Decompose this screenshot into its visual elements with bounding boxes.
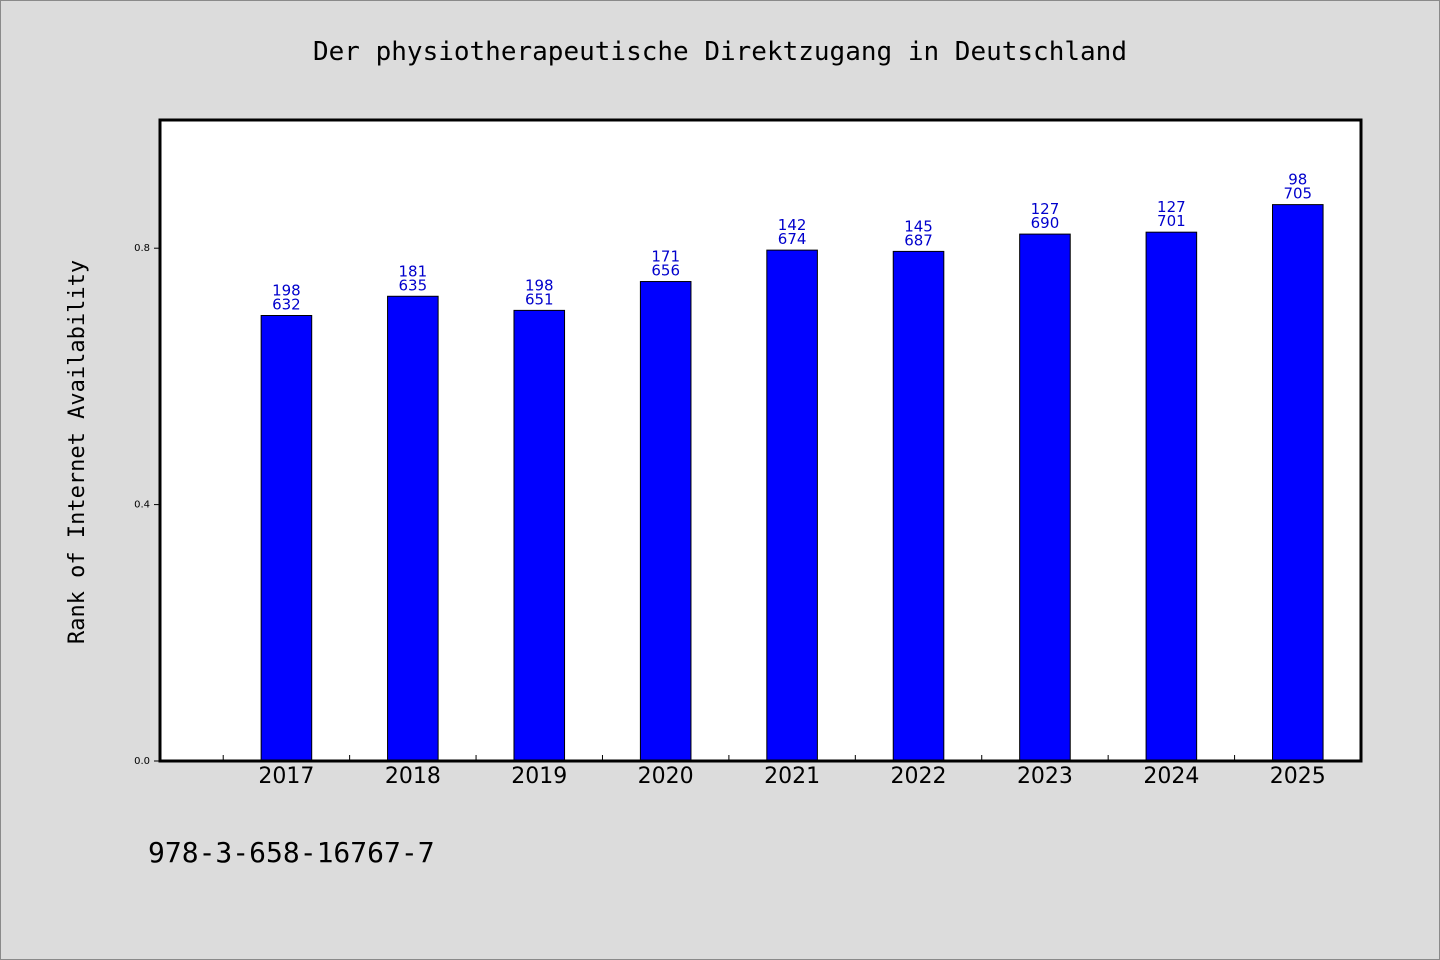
isbn-text: 978-3-658-16767-7: [148, 836, 435, 869]
data-label-top-2024: 127: [1157, 198, 1186, 216]
bar-2022: [892, 250, 945, 762]
data-label-bottom-2018: 635: [399, 276, 428, 294]
bar-2019: [513, 309, 566, 762]
x-tick-label-2021: 2021: [764, 764, 820, 789]
bar-2020: [639, 281, 692, 762]
x-tick-label-2019: 2019: [511, 764, 567, 789]
data-label-top-2019: 198: [525, 276, 554, 294]
y-axis-label: Rank of Internet Availability: [65, 260, 90, 644]
bar-2017: [260, 315, 313, 762]
data-label-top-2022: 145: [904, 217, 933, 235]
bar-2024: [1145, 231, 1198, 762]
data-label-bottom-2017: 632: [272, 296, 301, 314]
x-tick-label-2024: 2024: [1143, 764, 1199, 789]
y-tick-label-0.8: 0.8: [134, 243, 150, 254]
chart-title: Der physiotherapeutische Direktzugang in…: [313, 37, 1127, 67]
y-tick-label-0.4: 0.4: [134, 500, 150, 511]
data-label-top-2025: 98: [1288, 171, 1307, 189]
x-tick-label-2023: 2023: [1017, 764, 1073, 789]
x-tick-label-2017: 2017: [258, 764, 314, 789]
data-label-bottom-2019: 651: [525, 290, 554, 308]
bar-2023: [1019, 233, 1071, 762]
bar-2021: [766, 249, 818, 762]
data-label-top-2023: 127: [1031, 200, 1060, 218]
x-tick-label-2022: 2022: [891, 764, 947, 789]
plot-border: [158, 118, 1363, 763]
x-tick-label-2025: 2025: [1270, 764, 1326, 789]
data-label-bottom-2020: 656: [651, 262, 680, 280]
data-label-bottom-2024: 701: [1157, 212, 1186, 230]
bar-2018: [387, 295, 439, 762]
bars-layer: [260, 204, 1324, 762]
x-tick-label-2018: 2018: [385, 764, 441, 789]
axes-layer: 2017 2018 2019 2020 2021 2022 2023 2024 2025 0.0 0…: [134, 243, 1326, 789]
data-label-bottom-2022: 687: [904, 231, 933, 249]
x-tick-label-2020: 2020: [638, 764, 694, 789]
data-label-top-2021: 142: [778, 216, 807, 234]
data-label-bottom-2023: 690: [1031, 214, 1060, 232]
data-label-top-2020: 171: [651, 248, 680, 266]
data-label-top-2018: 181: [399, 262, 428, 280]
data-label-bottom-2021: 674: [778, 230, 807, 248]
data-label-bottom-2025: 705: [1283, 185, 1312, 203]
data-label-top-2017: 198: [272, 282, 301, 300]
y-tick-label-0.0: 0.0: [134, 756, 150, 767]
bar-2025: [1272, 204, 1324, 762]
